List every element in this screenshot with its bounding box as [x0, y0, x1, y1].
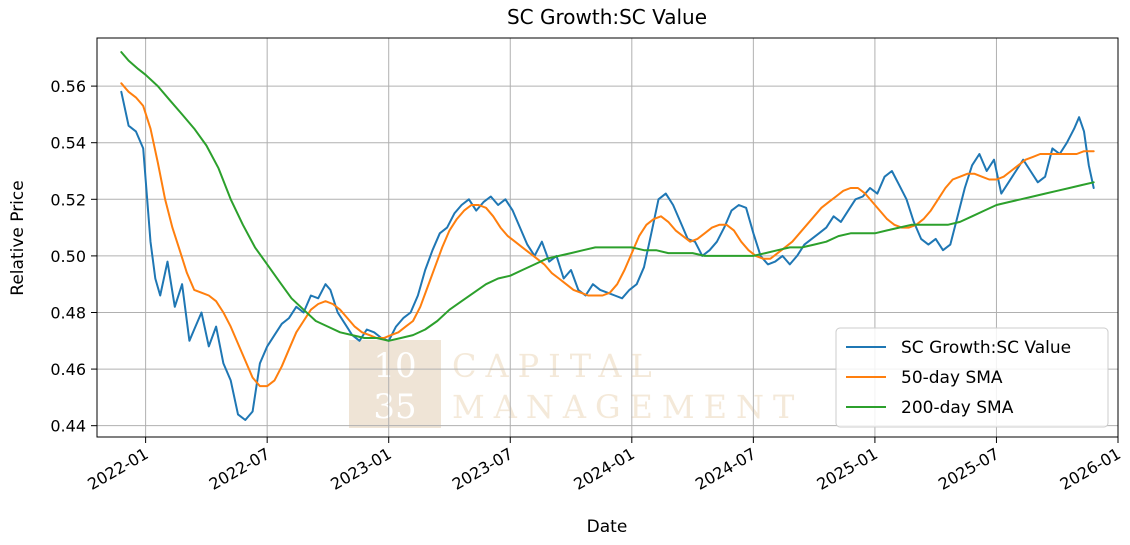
watermark-text-bottom: MANAGEMENT [452, 388, 803, 426]
y-tick-label: 0.44 [50, 417, 86, 436]
y-tick-label: 0.48 [50, 303, 86, 322]
legend-label-1: SC Growth:SC Value [901, 338, 1071, 358]
y-tick-label: 0.52 [50, 190, 86, 209]
legend-box [835, 327, 1109, 428]
plot-frame [96, 37, 1119, 438]
watermark-logo: 10 35 CAPITAL MANAGEMENT [349, 340, 803, 428]
y-tick-label: 0.54 [50, 134, 86, 153]
legend: SC Growth:SC Value 50-day SMA 200-day SMA [835, 327, 1109, 428]
series-line-2 [120, 82, 1095, 388]
plot-series [120, 51, 1095, 421]
watermark-text-top: CAPITAL [452, 347, 661, 385]
watermark-box [349, 340, 441, 428]
legend-label-2: 50-day SMA [901, 368, 1003, 388]
grid-lines [97, 38, 1119, 437]
y-tick-label: 0.50 [50, 247, 86, 266]
watermark-number-top: 10 [373, 346, 416, 386]
y-tick-label: 0.56 [50, 77, 86, 96]
y-axis-title: Relative Price [8, 180, 28, 295]
y-tick-label: 0.46 [50, 360, 86, 379]
chart-title: SC Growth:SC Value [507, 5, 707, 29]
y-axis: 0.44 0.46 0.48 0.50 0.52 0.54 0.56 [50, 77, 97, 436]
x-axis-title: Date [587, 517, 628, 537]
watermark-number-bottom: 35 [373, 387, 416, 427]
legend-label-3: 200-day SMA [901, 398, 1014, 418]
series-line-3 [120, 51, 1095, 342]
